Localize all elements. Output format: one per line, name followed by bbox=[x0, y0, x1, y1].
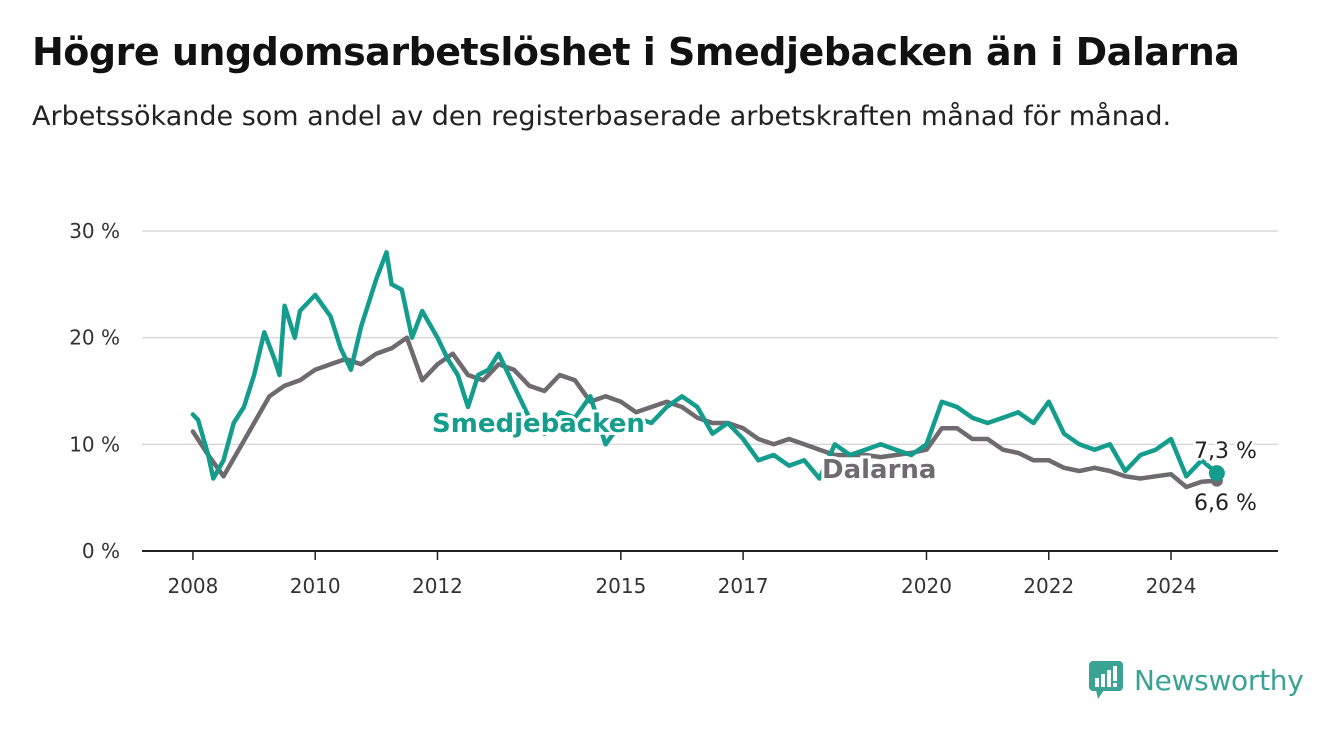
x-tick-label: 2010 bbox=[290, 574, 341, 598]
x-tick-label: 2022 bbox=[1023, 574, 1074, 598]
series-line-smedjebacken bbox=[190, 250, 1220, 481]
x-tick-label: 2017 bbox=[718, 574, 769, 598]
end-point-smedjebacken bbox=[1208, 465, 1225, 482]
series-layer bbox=[190, 250, 1225, 490]
end-label-dalarna: 6,6 % bbox=[1194, 491, 1257, 516]
y-axis: 0 % 10 % 20 % 30 % bbox=[69, 219, 120, 563]
x-tick-label: 2020 bbox=[901, 574, 952, 598]
grid-lines bbox=[142, 230, 1278, 446]
x-tick-label: 2015 bbox=[595, 574, 646, 598]
end-label-smedjebacken: 7,3 % bbox=[1194, 439, 1257, 464]
newsworthy-logo-icon bbox=[1089, 661, 1123, 699]
x-tick-label: 2012 bbox=[412, 574, 463, 598]
series-label-smedjebacken: Smedjebacken bbox=[432, 409, 645, 439]
x-tick-label: 2008 bbox=[167, 574, 218, 598]
chart-title: Högre ungdomsarbetslöshet i Smedjebacken… bbox=[32, 30, 1240, 74]
series-label-dalarna: Dalarna bbox=[822, 455, 936, 485]
y-tick-label: 20 % bbox=[69, 326, 120, 350]
x-axis: 2008 2010 2012 2015 2017 2020 2022 2024 bbox=[167, 551, 1196, 598]
y-tick-label: 10 % bbox=[69, 432, 120, 456]
brand-name: Newsworthy bbox=[1134, 663, 1304, 697]
x-tick-label: 2024 bbox=[1146, 574, 1197, 598]
brand: Newsworthy bbox=[1088, 660, 1304, 700]
y-tick-label: 30 % bbox=[69, 219, 120, 243]
chart-subtitle: Arbetssökande som andel av den registerb… bbox=[32, 101, 1172, 132]
y-tick-label: 0 % bbox=[82, 539, 120, 563]
